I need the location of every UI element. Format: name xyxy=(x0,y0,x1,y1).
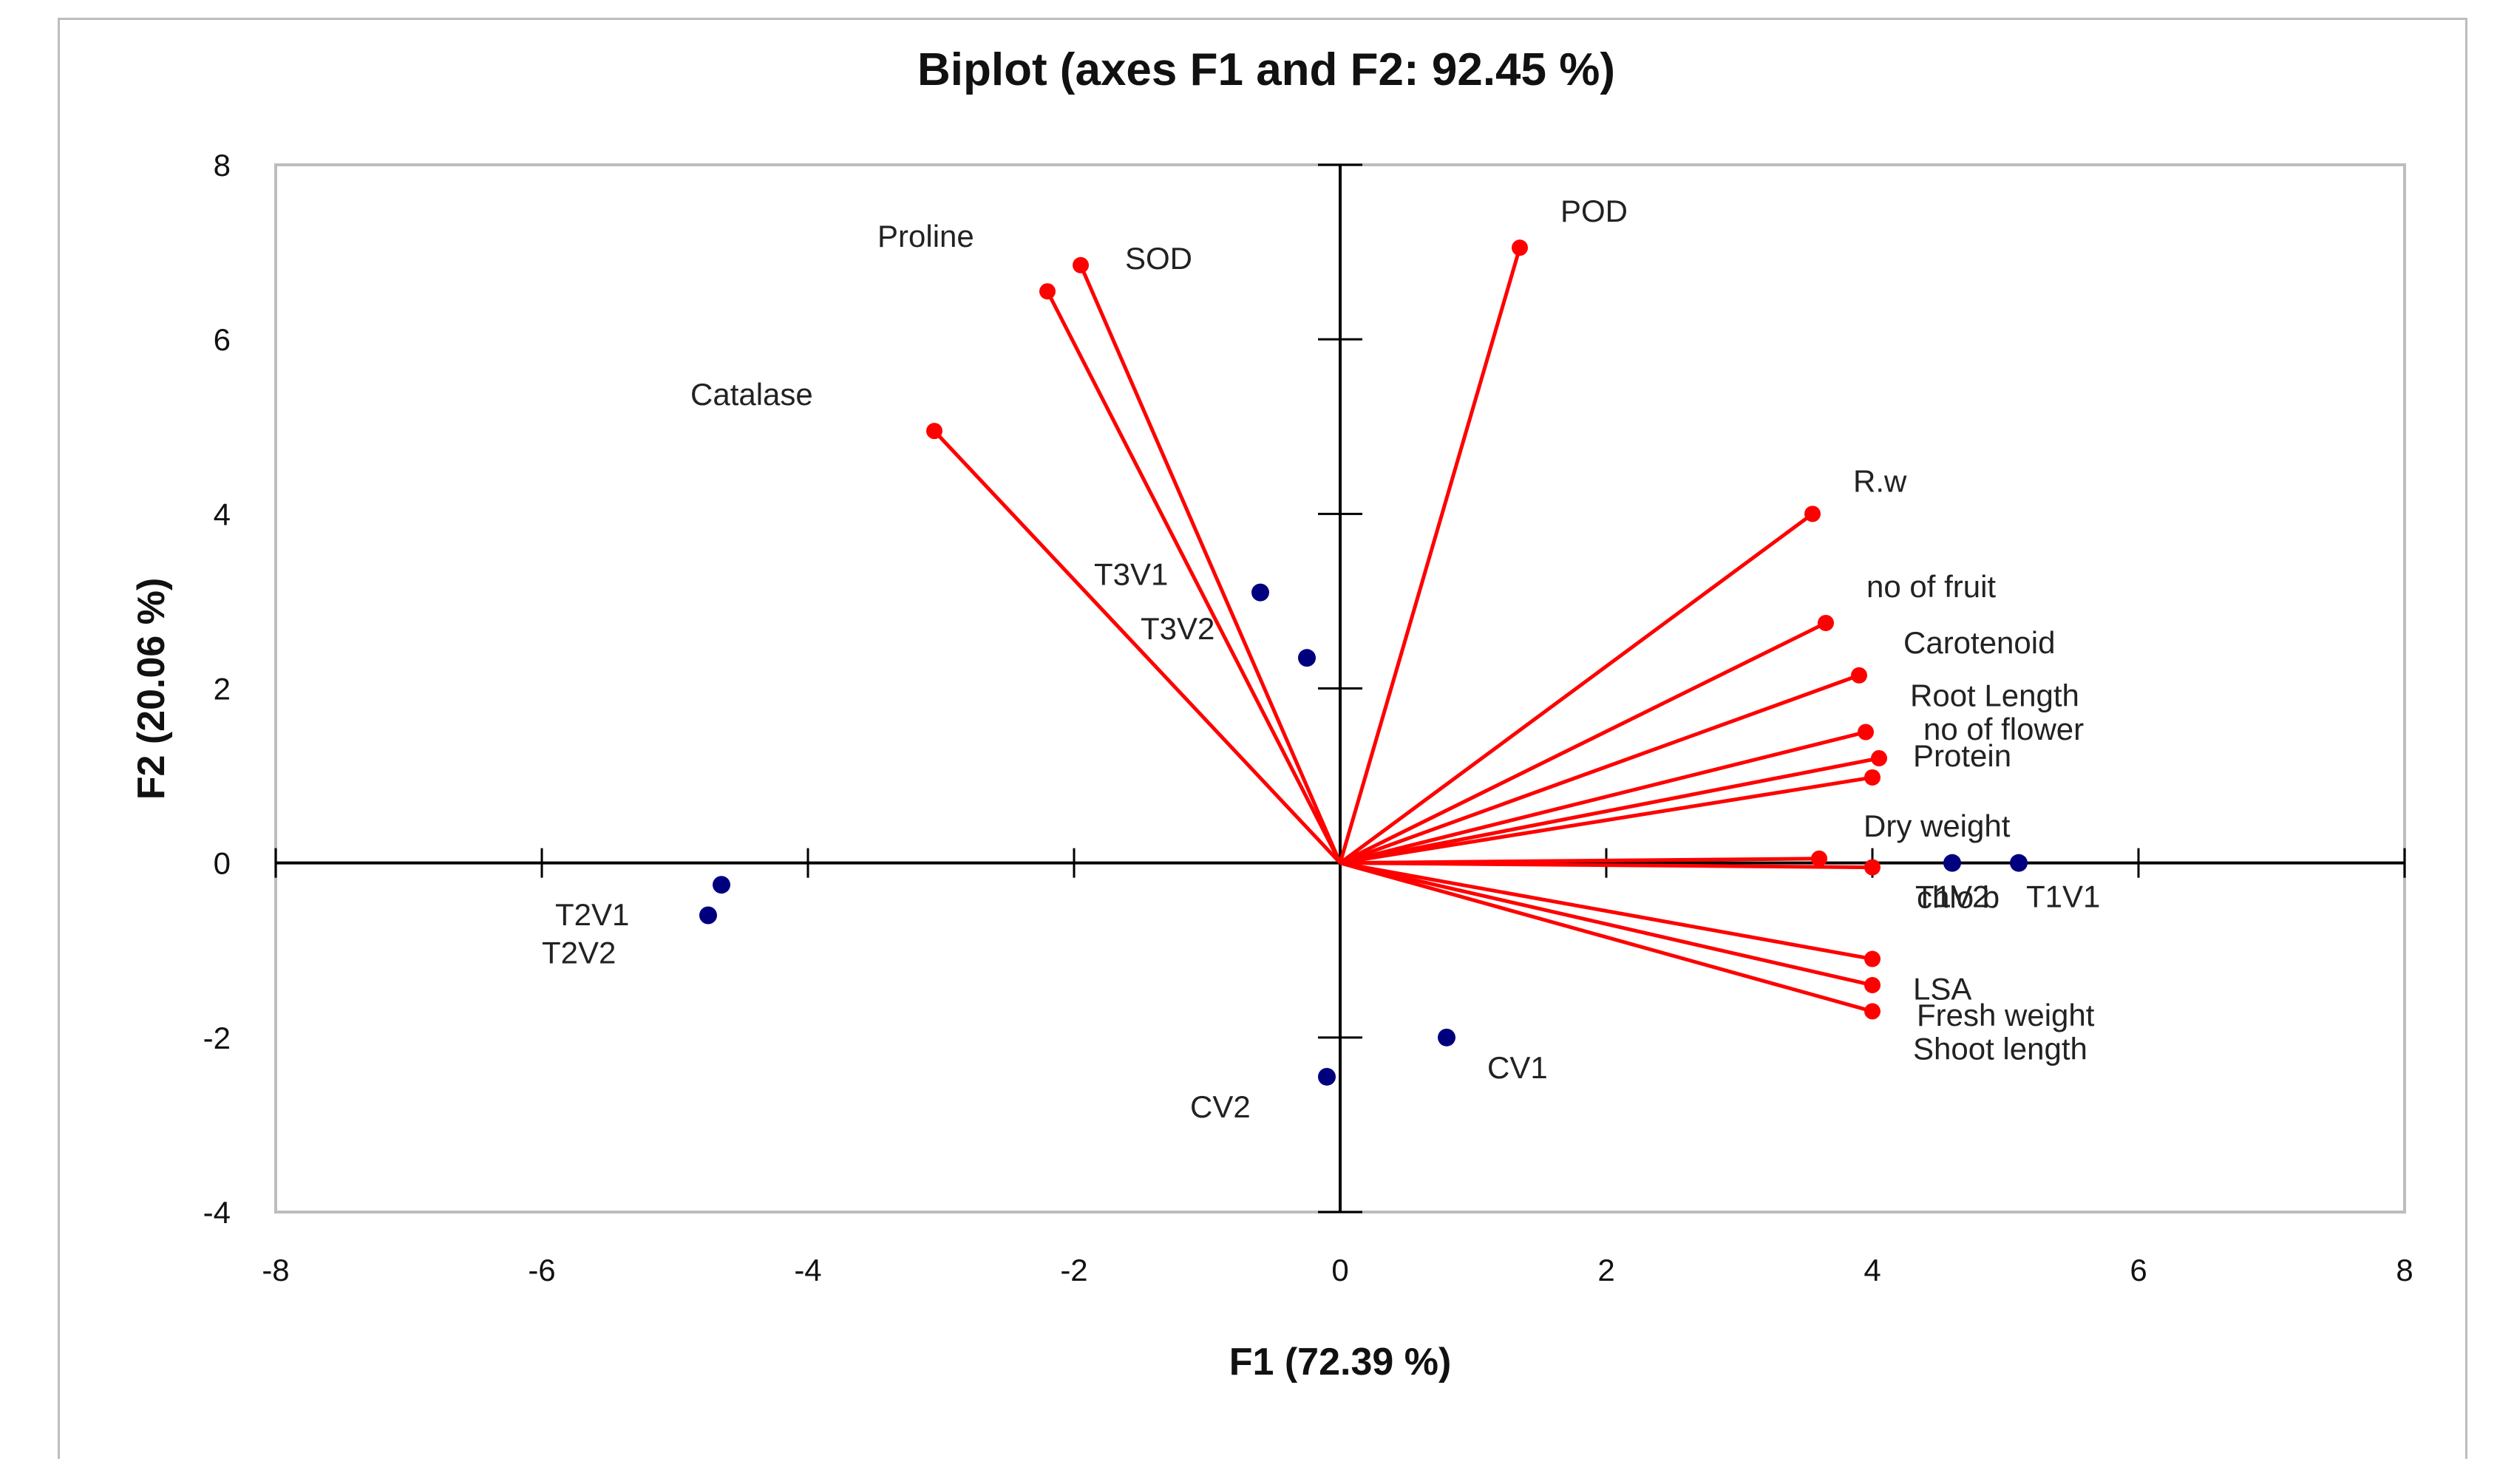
observation-point xyxy=(1943,854,1961,872)
observation-label: CV2 xyxy=(1190,1089,1251,1124)
variable-vector xyxy=(1339,861,1873,961)
variable-vector xyxy=(1339,861,1873,1013)
variable-point xyxy=(1039,283,1056,300)
observation-label: T1V2 xyxy=(1915,879,1989,914)
x-axis-title: F1 (72.39 %) xyxy=(1229,1341,1452,1383)
x-tick-label: 4 xyxy=(1864,1253,1881,1287)
variable-point xyxy=(1858,724,1874,741)
x-tick-label: -4 xyxy=(794,1253,821,1287)
x-tick-label: 2 xyxy=(1597,1253,1614,1287)
variable-label: chlo b xyxy=(1917,880,2000,915)
variable-vector xyxy=(1078,264,1342,864)
x-tick-label: 6 xyxy=(2130,1253,2147,1287)
variable-point xyxy=(926,423,942,440)
y-axis-title: F2 (20.06 %) xyxy=(130,578,173,800)
x-tick-label: -2 xyxy=(1060,1253,1087,1287)
variable-vector xyxy=(1339,861,1873,870)
variable-label: R.w xyxy=(1853,463,1907,498)
variable-vector xyxy=(933,429,1342,865)
variable-label: POD xyxy=(1560,194,1628,228)
variable-point xyxy=(1804,506,1821,523)
variable-label: no of flower xyxy=(1923,712,2084,746)
variable-vector xyxy=(1339,621,1827,865)
variable-vector xyxy=(1339,861,1873,987)
x-tick-label: -8 xyxy=(262,1253,289,1287)
y-tick-label: 2 xyxy=(214,672,231,707)
variable-point xyxy=(1864,1003,1881,1020)
variable-label: Root Length xyxy=(1910,678,2079,713)
y-tick-label: 6 xyxy=(214,322,231,357)
observation-label: T2V2 xyxy=(542,936,616,970)
variable-point xyxy=(1864,950,1881,967)
observation-point xyxy=(713,876,730,894)
variable-label: Carotenoid xyxy=(1903,625,2055,660)
observation-point xyxy=(2010,854,2028,872)
variable-vector xyxy=(1339,756,1880,865)
observation-label: T2V1 xyxy=(555,897,629,932)
variable-vector xyxy=(1045,290,1342,864)
variable-label: Protein xyxy=(1913,738,2011,773)
variable-vector xyxy=(1338,247,1522,864)
variable-label: Catalase xyxy=(690,377,813,412)
variable-label: SOD xyxy=(1125,241,1192,276)
y-tick-label: 4 xyxy=(214,497,231,531)
chart-frame xyxy=(58,18,2467,1459)
observation-point xyxy=(1298,649,1316,667)
variable-label: LSA xyxy=(1913,972,1971,1007)
variable-label: no of fruit xyxy=(1866,569,1996,604)
y-tick-label: -2 xyxy=(203,1021,231,1055)
variable-point xyxy=(1864,769,1881,786)
observation-label: T3V2 xyxy=(1141,611,1214,646)
chart-title: Biplot (axes F1 and F2: 92.45 %) xyxy=(917,44,1615,95)
x-tick-label: -6 xyxy=(528,1253,555,1287)
variable-vector xyxy=(1339,673,1860,865)
variable-label: Proline xyxy=(877,219,974,253)
variable-vector xyxy=(1339,775,1873,865)
variable-point xyxy=(1851,667,1867,684)
variable-label: Fresh weight xyxy=(1917,998,2095,1032)
x-tick-label: 8 xyxy=(2396,1253,2413,1287)
variable-point xyxy=(1871,749,1887,766)
variable-point xyxy=(1811,850,1827,867)
variable-point xyxy=(1512,239,1528,256)
y-tick-label: 0 xyxy=(214,846,231,881)
variable-vector xyxy=(1339,730,1866,865)
y-tick-label: -4 xyxy=(203,1195,231,1230)
variable-label: Dry weight xyxy=(1864,809,2011,843)
observation-point xyxy=(699,906,717,925)
observation-point xyxy=(1318,1067,1336,1086)
observation-label: CV1 xyxy=(1487,1050,1548,1085)
variable-point xyxy=(1864,976,1881,993)
observation-point xyxy=(1438,1028,1455,1046)
variable-vector xyxy=(1339,512,1814,865)
variable-point xyxy=(1818,614,1834,631)
variable-point xyxy=(1073,256,1089,273)
observation-point xyxy=(1251,583,1269,602)
variable-point xyxy=(1864,859,1881,876)
observation-label: T3V1 xyxy=(1094,557,1168,592)
observation-label: T1V1 xyxy=(2026,879,2100,914)
y-tick-label: 8 xyxy=(214,148,231,183)
variable-label: Shoot length xyxy=(1913,1031,2087,1066)
x-tick-label: 0 xyxy=(1331,1253,1348,1287)
